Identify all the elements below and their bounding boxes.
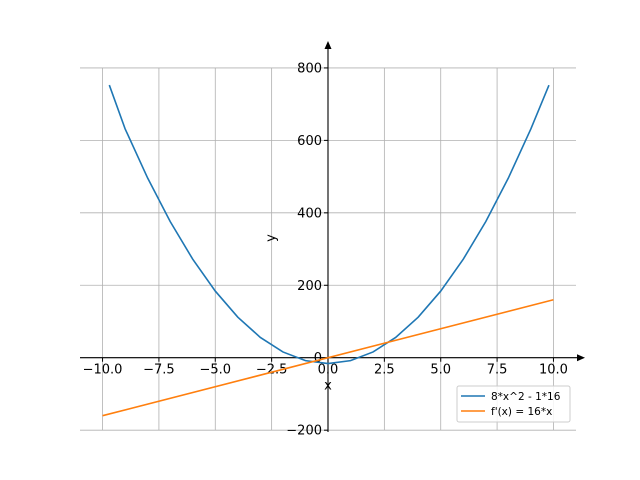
y-axis-arrow: [324, 41, 332, 49]
x-tick-label: −5.0: [199, 363, 231, 378]
series-line-1: [108, 84, 550, 365]
x-axis-arrow: [577, 354, 585, 362]
x-tick-label: 0.0: [318, 363, 339, 378]
x-tick-label: 5.0: [430, 363, 451, 378]
y-tick-label: 400: [297, 206, 322, 221]
x-tick-label: 2.5: [374, 363, 395, 378]
x-tick-label: −10.0: [83, 363, 123, 378]
series-line-2: [102, 298, 554, 417]
y-tick-label: 800: [297, 61, 322, 76]
x-ticks: −10.0 −7.5 −5.0 −2.5 0.0 2.5 5.0 7.5 10.0: [83, 357, 568, 378]
y-tick-label: 200: [297, 279, 322, 294]
x-axis-label: x: [324, 379, 332, 394]
x-tick-label: 10.0: [539, 363, 568, 378]
x-tick-label: 7.5: [487, 363, 508, 378]
legend-label: f'(x) = 16*x: [491, 406, 552, 418]
y-tick-label: −200: [286, 424, 322, 439]
series-lines: [102, 84, 554, 417]
y-axis-label: y: [264, 234, 279, 242]
legend-label: 8*x^2 - 1*16: [491, 391, 561, 403]
y-tick-label: 600: [297, 134, 322, 149]
y-ticks: −200 0 200 400 600 800: [286, 61, 328, 439]
legend: 8*x^2 - 1*16 f'(x) = 16*x: [456, 385, 571, 423]
x-tick-label: −7.5: [143, 363, 175, 378]
y-tick-label: 0: [314, 351, 322, 366]
legend-box: [456, 385, 571, 423]
